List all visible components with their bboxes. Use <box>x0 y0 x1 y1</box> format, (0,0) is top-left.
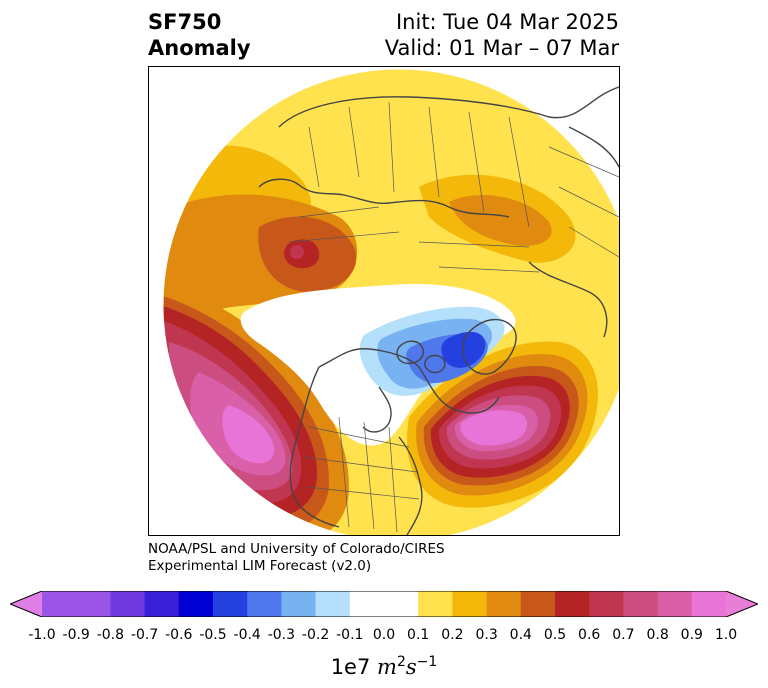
colorbar-segments <box>42 591 727 617</box>
colorbar <box>10 591 758 617</box>
forecast-dates: Init: Tue 04 Mar 2025 Valid: 01 Mar – 07… <box>385 9 619 61</box>
polar-map <box>162 68 619 535</box>
border-lines-asia-2 <box>288 206 540 273</box>
border-lines-north-america <box>303 416 420 533</box>
colorbar-segment <box>418 591 453 617</box>
valid-range: Valid: 01 Mar – 07 Mar <box>384 36 619 60</box>
colorbar-segment <box>349 591 385 617</box>
coastline-hudson-bay <box>362 386 392 433</box>
coastline-europe-west <box>528 261 608 338</box>
credit-institution: NOAA/PSL and University of Colorado/CIRE… <box>148 541 445 557</box>
map-panel <box>148 66 620 536</box>
figure-title: SF750 Anomaly <box>148 9 251 61</box>
anomaly-contour-orange-siberia <box>449 194 552 246</box>
units-m-exp: 2 <box>396 654 406 670</box>
colorbar-segment <box>213 591 248 617</box>
colorbar-tick-label: 0.4 <box>509 627 532 643</box>
borders <box>288 101 619 533</box>
colorbar-tick-label: 0.7 <box>612 627 635 643</box>
units-prefix: 1e7 <box>330 655 371 679</box>
colorbar-tick-label: -1.0 <box>28 627 56 643</box>
colorbar-segment <box>384 591 419 617</box>
colorbar-tick-label: 1.0 <box>714 627 738 643</box>
colorbar-segment <box>555 591 590 617</box>
credit-product: Experimental LIM Forecast (v2.0) <box>148 558 372 574</box>
colorbar-segment <box>657 591 693 617</box>
colorbar-segment <box>486 591 522 617</box>
anomaly-contour-magenta-pacific <box>222 405 275 464</box>
coastline-east-coast <box>398 436 423 535</box>
colorbar-over-arrow <box>726 591 758 617</box>
colorbar-segment <box>247 591 282 617</box>
coastline-arctic-eurasia <box>278 86 619 128</box>
colorbar-tick-label: -0.9 <box>62 627 90 643</box>
colorbar-units: 1e7 m2s−1 <box>0 648 768 681</box>
colorbar-segment <box>623 591 659 617</box>
coastline-arctic-canada <box>318 348 500 414</box>
coastlines <box>258 86 619 535</box>
colorbar-tick-label: 0.5 <box>543 627 567 643</box>
coastline-west-coast <box>289 366 340 528</box>
colorbar-tick-label: 0.1 <box>407 627 430 643</box>
coastline-greenland <box>462 318 517 375</box>
units-m: m <box>377 655 397 679</box>
border-lines-europe <box>548 146 619 258</box>
colorbar-tick-label: -0.1 <box>336 627 364 643</box>
colorbar-tick-label: 0.2 <box>441 627 464 643</box>
units-s: s <box>405 655 417 679</box>
colorbar-segment <box>42 591 77 617</box>
colorbar-tick-label: 0.0 <box>372 627 396 643</box>
colorbar-segment <box>144 591 180 617</box>
colorbar-tick-labels: -1.0 -0.9 -0.8 -0.7 -0.6 -0.5 -0.4 -0.3 -0.2 -0.1… <box>0 626 768 644</box>
colorbar-tick-label: 0.9 <box>680 627 703 643</box>
colorbar-under-arrow <box>10 591 42 617</box>
init-date: Init: Tue 04 Mar 2025 <box>395 10 619 34</box>
colorbar-tick-label: -0.5 <box>199 627 227 643</box>
coastline-europe-east <box>568 126 619 168</box>
colorbar-segment <box>520 591 556 617</box>
credit-text: NOAA/PSL and University of Colorado/CIRE… <box>148 541 445 575</box>
border-lines-asia <box>308 101 530 228</box>
colorbar-segment <box>76 591 111 617</box>
colorbar-segment <box>452 591 488 617</box>
colorbar-segment <box>178 591 214 617</box>
colorbar-tick-label: 0.8 <box>646 627 669 643</box>
coastline-north-asia <box>258 178 510 218</box>
colorbar-tick-label: 0.6 <box>578 627 601 643</box>
colorbar-segment <box>315 591 351 617</box>
coastline-arctic-island-2 <box>424 354 446 374</box>
colorbar-tick-label: -0.8 <box>96 627 125 643</box>
colorbar-tick-label: 0.3 <box>475 627 498 643</box>
title-variable: SF750 <box>148 10 222 34</box>
colorbar-tick-label: -0.4 <box>233 627 261 643</box>
anomaly-contour-magenta-atlantic <box>460 410 528 446</box>
title-field-type: Anomaly <box>148 36 251 60</box>
colorbar-segment <box>110 591 146 617</box>
colorbar-tick-label: -0.6 <box>165 627 193 643</box>
anomaly-field <box>163 69 619 535</box>
colorbar-segment <box>589 591 624 617</box>
colorbar-tick-label: -0.7 <box>130 627 159 643</box>
colorbar-segment <box>281 591 317 617</box>
anomaly-contour-crimson-peak-north <box>290 245 304 259</box>
colorbar-segment <box>691 591 727 617</box>
hemisphere-edge <box>162 68 619 535</box>
coastline-arctic-island <box>396 340 424 365</box>
colorbar-tick-label: -0.3 <box>267 627 296 643</box>
colorbar-tick-label: -0.2 <box>301 627 330 643</box>
units-s-exp: −1 <box>416 654 438 670</box>
